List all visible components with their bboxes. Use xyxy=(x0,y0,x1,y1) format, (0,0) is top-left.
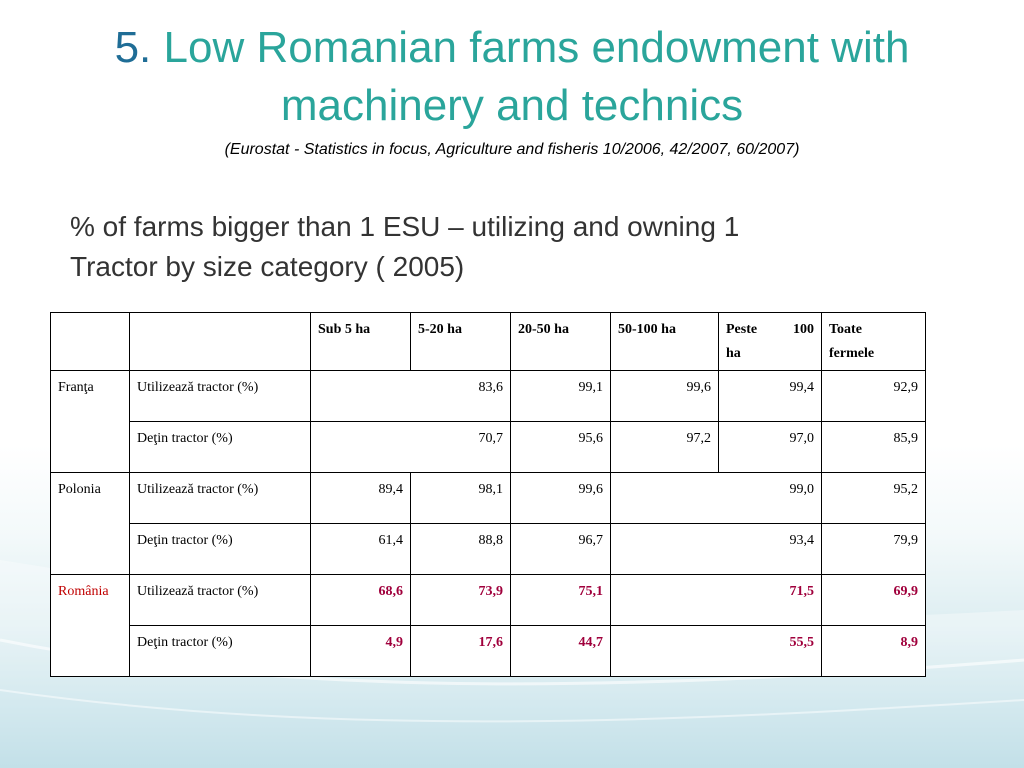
table-row: Deţin tractor (%) 4,9 17,6 44,7 55,5 8,9 xyxy=(51,625,926,677)
value-cell: 88,8 xyxy=(410,523,511,575)
value-cell-highlight: 44,7 xyxy=(510,625,611,677)
slide-title-line-1: 5. Low Romanian farms endowment with xyxy=(0,23,1024,73)
indicator-cell: Utilizează tractor (%) xyxy=(129,370,311,422)
value-cell-highlight: 69,9 xyxy=(821,574,926,626)
value-cell: 70,7 xyxy=(310,421,511,473)
source-citation: (Eurostat - Statistics in focus, Agricul… xyxy=(224,141,800,158)
value-cell: 99,0 xyxy=(610,472,822,524)
slide-title-text: Low Romanian farms endowment with xyxy=(163,23,910,72)
table-row: Deţin tractor (%) 61,4 88,8 96,7 93,4 79… xyxy=(51,523,926,575)
header-cell-empty xyxy=(129,312,311,371)
subtitle-line-2: Tractor by size category ( 2005) xyxy=(70,251,465,282)
value-cell: 99,6 xyxy=(610,370,719,422)
value-cell: 95,2 xyxy=(821,472,926,524)
value-cell: 85,9 xyxy=(821,421,926,473)
table-row: Franţa Utilizează tractor (%) 83,6 99,1 … xyxy=(50,370,926,473)
indicator-cell: Deţin tractor (%) xyxy=(129,523,311,575)
value-cell: 93,4 xyxy=(610,523,822,575)
indicator-cell: Deţin tractor (%) xyxy=(129,421,311,473)
indicator-cell: Deţin tractor (%) xyxy=(129,625,311,677)
table-row: Deţin tractor (%) 70,7 95,6 97,2 97,0 85… xyxy=(51,421,926,473)
country-cell: Polonia xyxy=(50,472,130,575)
header-sub-5-ha: Sub 5 ha xyxy=(310,312,411,371)
value-cell-highlight: 4,9 xyxy=(310,625,411,677)
value-cell-highlight: 8,9 xyxy=(821,625,926,677)
table-row: România Utilizează tractor (%) 68,6 73,9… xyxy=(50,574,926,677)
tractor-table: Sub 5 ha 5-20 ha 20-50 ha 50-100 ha Pest… xyxy=(50,312,926,677)
value-cell-highlight: 17,6 xyxy=(410,625,511,677)
value-cell: 61,4 xyxy=(310,523,411,575)
header-50-100-ha: 50-100 ha xyxy=(610,312,719,371)
header-toate-word: Toate xyxy=(829,322,862,337)
slide-title-line-2: machinery and technics xyxy=(280,81,744,130)
header-peste-unit: ha xyxy=(726,346,741,361)
country-cell-romania: România xyxy=(50,574,130,677)
table-row: Polonia Utilizează tractor (%) 89,4 98,1… xyxy=(50,472,926,575)
indicator-cell: Utilizează tractor (%) xyxy=(129,574,311,626)
value-cell: 99,1 xyxy=(510,370,611,422)
value-cell: 79,9 xyxy=(821,523,926,575)
header-5-20-ha: 5-20 ha xyxy=(410,312,511,371)
indicator-cell: Utilizează tractor (%) xyxy=(129,472,311,524)
slide-subtitle: % of farms bigger than 1 ESU – utilizing… xyxy=(70,207,950,287)
header-peste-number: 100 xyxy=(793,322,814,337)
value-cell-highlight: 73,9 xyxy=(410,574,511,626)
value-cell-highlight: 55,5 xyxy=(610,625,822,677)
slide-title-number: 5. xyxy=(114,23,152,72)
country-cell: Franţa xyxy=(50,370,130,473)
value-cell: 95,6 xyxy=(510,421,611,473)
value-cell: 96,7 xyxy=(510,523,611,575)
value-cell-highlight: 75,1 xyxy=(510,574,611,626)
header-20-50-ha: 20-50 ha xyxy=(510,312,611,371)
table-header-row: Sub 5 ha 5-20 ha 20-50 ha 50-100 ha Pest… xyxy=(50,312,926,371)
value-cell: 97,0 xyxy=(718,421,822,473)
value-cell: 99,6 xyxy=(510,472,611,524)
header-fermele-word: fermele xyxy=(829,346,875,361)
header-toate-fermele: Toate fermele xyxy=(821,312,926,371)
value-cell: 98,1 xyxy=(410,472,511,524)
header-peste-100-ha: Peste 100 ha xyxy=(718,312,822,371)
header-peste-word: Peste xyxy=(726,322,758,337)
value-cell: 99,4 xyxy=(718,370,822,422)
value-cell: 83,6 xyxy=(310,370,511,422)
subtitle-line-1: % of farms bigger than 1 ESU – utilizing… xyxy=(70,211,740,242)
value-cell-highlight: 68,6 xyxy=(310,574,411,626)
header-cell-empty xyxy=(50,312,130,371)
value-cell: 89,4 xyxy=(310,472,411,524)
value-cell: 92,9 xyxy=(821,370,926,422)
value-cell-highlight: 71,5 xyxy=(610,574,822,626)
value-cell: 97,2 xyxy=(610,421,719,473)
